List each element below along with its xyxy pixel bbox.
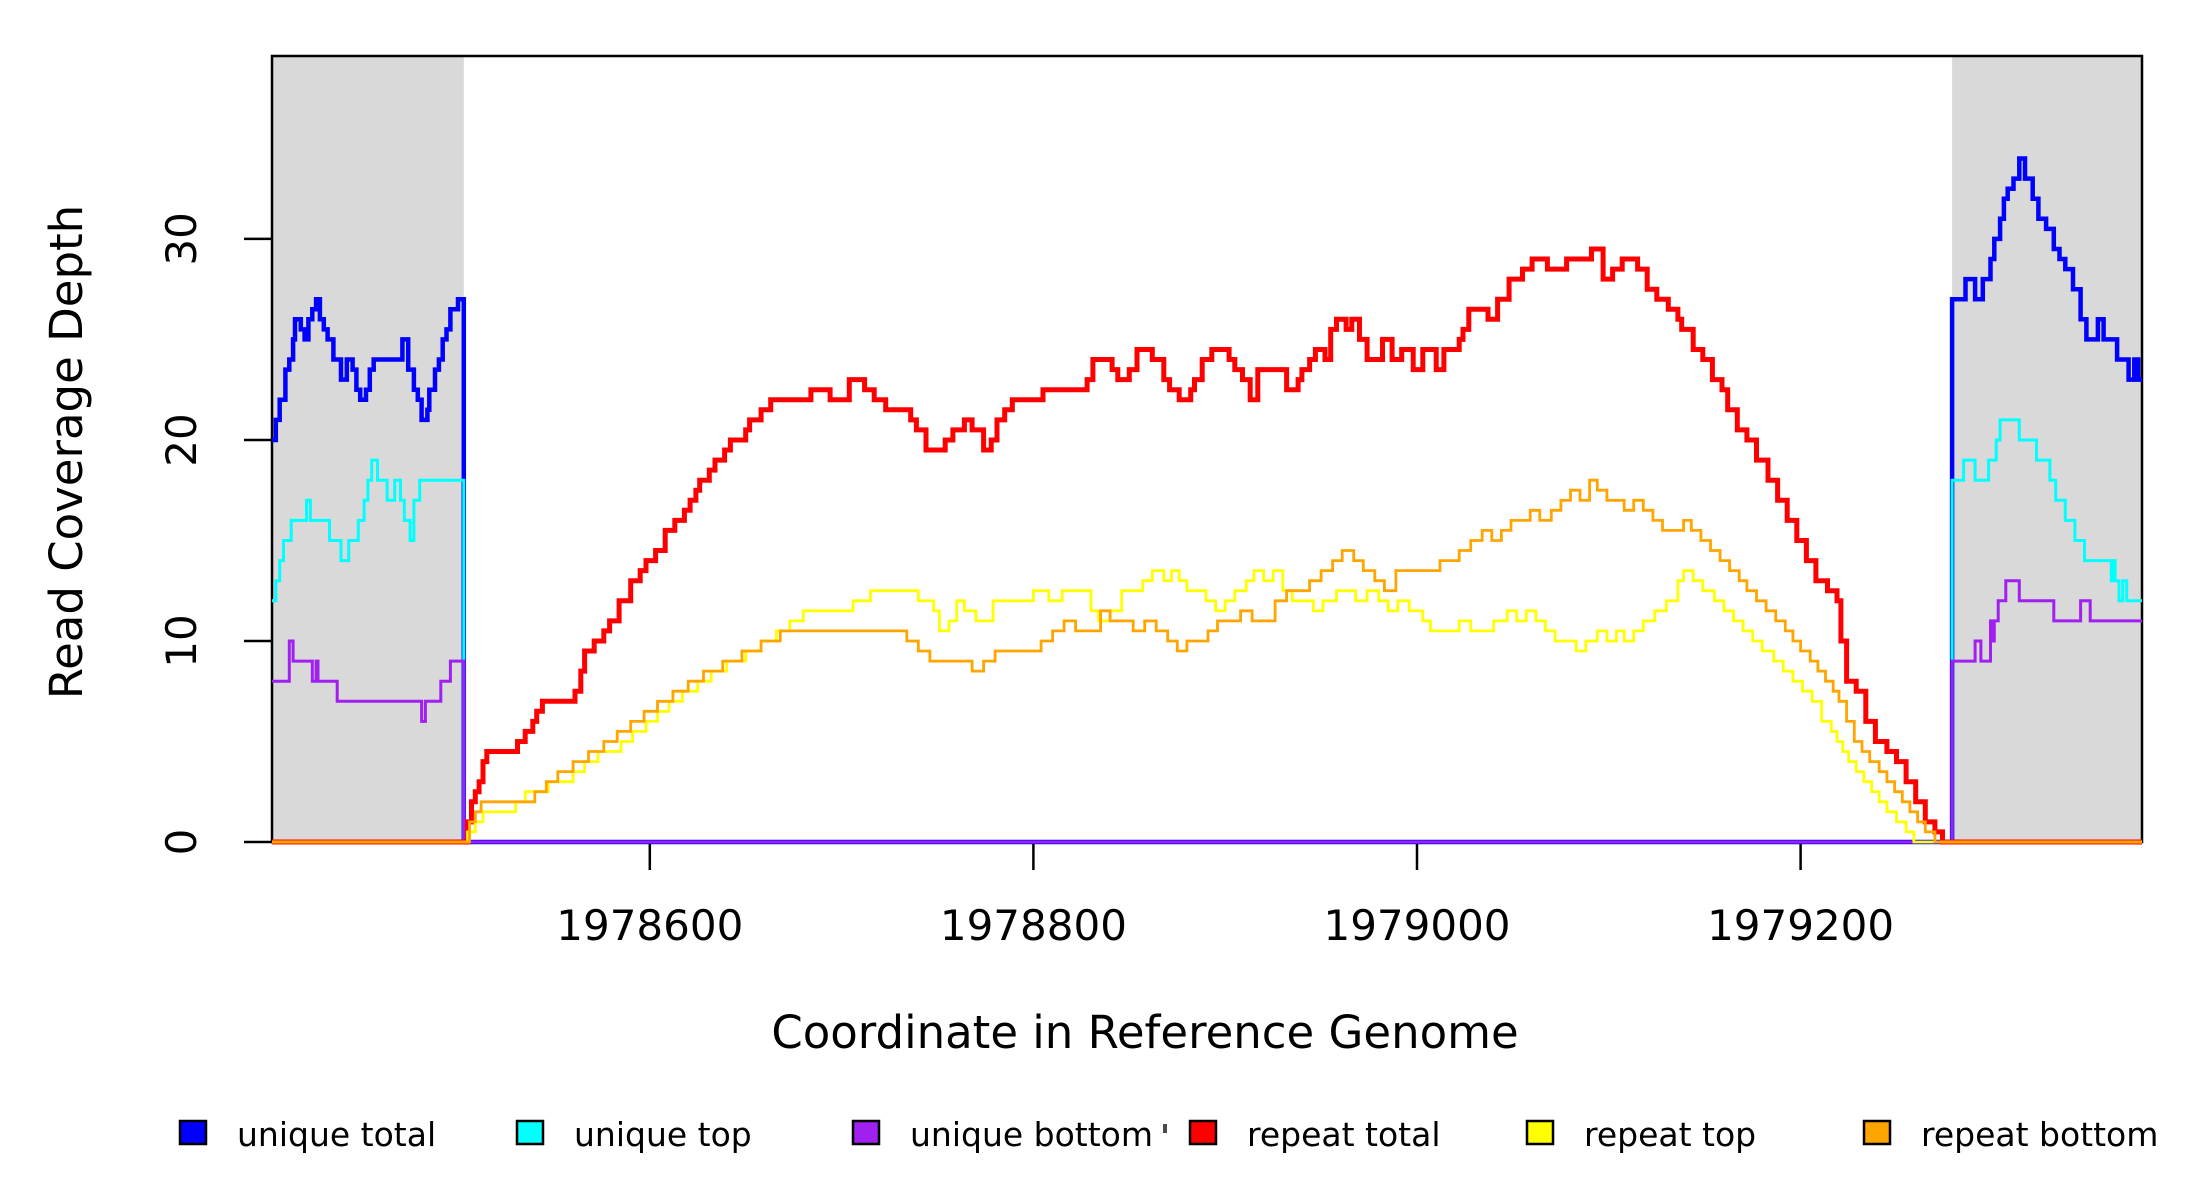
legend-swatch-repeat-top bbox=[1525, 1119, 1555, 1146]
x-tick-label: 1979000 bbox=[1323, 901, 1510, 950]
series-line-repeat-bottom bbox=[272, 478, 2142, 844]
legend-label-unique-total: unique total bbox=[237, 1115, 436, 1154]
shaded-region-1 bbox=[1952, 56, 2142, 842]
legend-swatch-unique-total bbox=[178, 1119, 208, 1146]
y-tick-label: 0 bbox=[157, 829, 206, 856]
legend-label-unique-top: unique top bbox=[574, 1115, 752, 1154]
x-axis: 1978600 1978800 1979000 1979200 bbox=[556, 842, 1894, 950]
y-tick-label: 30 bbox=[157, 212, 206, 265]
y-axis: 0 10 20 30 bbox=[157, 212, 272, 855]
legend-label-repeat-total: repeat total bbox=[1247, 1115, 1441, 1154]
legend: unique total unique top unique bottom repea… bbox=[178, 1115, 2158, 1154]
x-axis-title: Coordinate in Reference Genome bbox=[771, 1006, 1518, 1059]
x-tick-label: 1979200 bbox=[1707, 901, 1894, 950]
x-tick-label: 1978600 bbox=[556, 901, 743, 950]
series-line-repeat-total bbox=[272, 246, 2142, 845]
legend-label-repeat-top: repeat top bbox=[1584, 1115, 1756, 1154]
y-tick-label: 20 bbox=[157, 413, 206, 466]
legend-label-repeat-bottom: repeat bottom bbox=[1921, 1115, 2158, 1154]
series-lines bbox=[272, 156, 2142, 845]
shaded-regions bbox=[272, 56, 2142, 842]
y-tick-label: 10 bbox=[157, 614, 206, 667]
plot-border bbox=[270, 54, 2144, 844]
legend-label-unique-bottom: unique bottom bbox=[910, 1115, 1153, 1154]
legend-swatch-unique-bottom bbox=[851, 1119, 881, 1146]
legend-swatch-unique-top bbox=[515, 1119, 545, 1146]
legend-swatch-repeat-total bbox=[1188, 1119, 1218, 1146]
series-line-repeat-top bbox=[272, 569, 2142, 844]
series-line-unique-bottom bbox=[272, 579, 2142, 844]
y-axis-title: Read Coverage Depth bbox=[40, 205, 93, 699]
shaded-region-0 bbox=[272, 56, 464, 842]
legend-swatch-repeat-bottom bbox=[1862, 1119, 1892, 1146]
x-tick-label: 1978800 bbox=[940, 901, 1127, 950]
stray-mark bbox=[1163, 1124, 1167, 1133]
series-line-unique-total bbox=[272, 156, 2142, 845]
